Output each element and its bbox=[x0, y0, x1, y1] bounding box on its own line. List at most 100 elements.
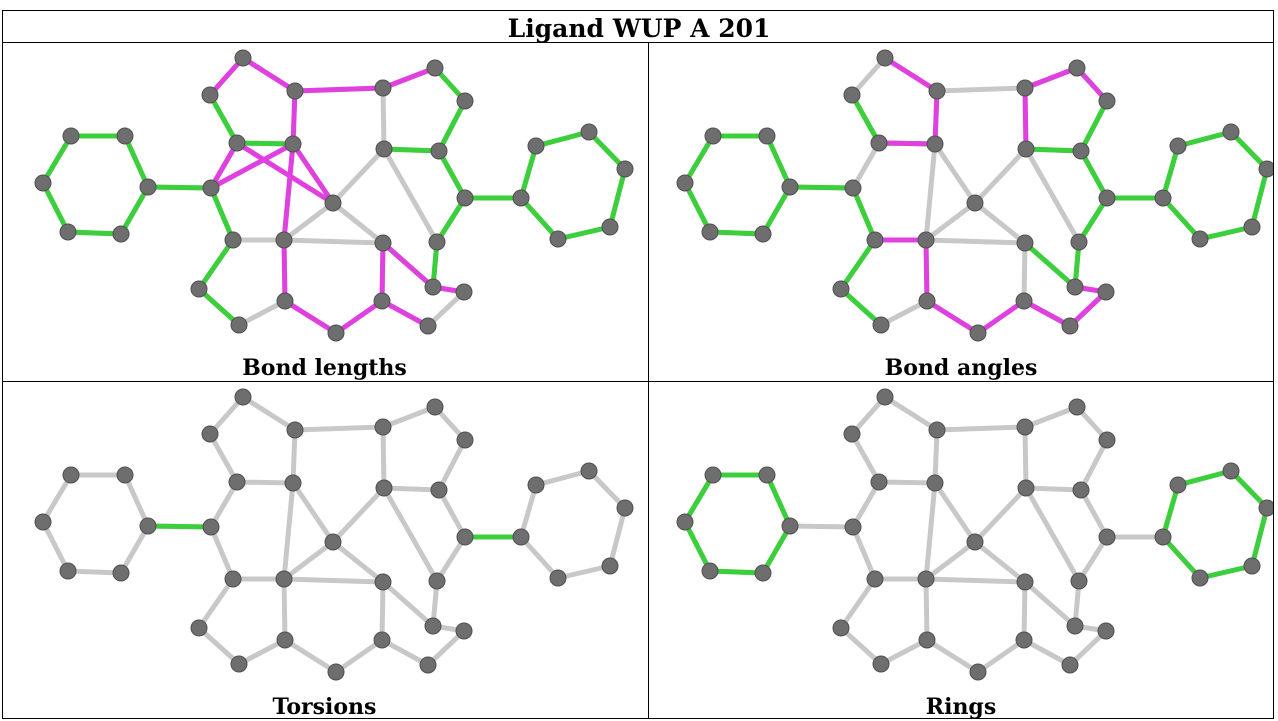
bond-green bbox=[1175, 129, 1234, 149]
atom bbox=[139, 178, 157, 196]
bond bbox=[290, 480, 336, 545]
atom bbox=[286, 82, 304, 100]
atom bbox=[1154, 189, 1172, 207]
bond bbox=[555, 563, 613, 581]
bond bbox=[381, 485, 440, 584]
bond-green bbox=[436, 98, 468, 154]
atom bbox=[676, 174, 694, 192]
bond-green bbox=[707, 229, 766, 237]
bond-green bbox=[760, 184, 793, 237]
bond bbox=[207, 431, 240, 485]
atom bbox=[201, 86, 219, 104]
bond-green bbox=[65, 229, 124, 237]
atom bbox=[286, 421, 304, 439]
bond-green bbox=[682, 133, 716, 186]
bond-green bbox=[1078, 98, 1110, 154]
bond bbox=[381, 146, 440, 245]
bond bbox=[234, 479, 296, 486]
bond-green bbox=[850, 185, 878, 243]
bond-green bbox=[1023, 146, 1084, 154]
bond bbox=[196, 576, 236, 631]
bond bbox=[972, 485, 1029, 545]
atom bbox=[1191, 230, 1209, 248]
atom bbox=[112, 564, 130, 582]
bond bbox=[240, 394, 298, 433]
bond bbox=[196, 625, 242, 667]
bond bbox=[292, 424, 386, 433]
atom bbox=[375, 479, 393, 497]
bond bbox=[65, 568, 124, 576]
atom bbox=[701, 223, 719, 241]
bond-green bbox=[234, 140, 296, 147]
bond bbox=[518, 534, 561, 581]
bond-magenta bbox=[234, 140, 336, 206]
atom bbox=[1016, 573, 1034, 591]
caption-bond-lengths: Bond lengths bbox=[242, 355, 407, 381]
bond-magenta bbox=[240, 55, 298, 94]
atom bbox=[832, 619, 850, 637]
atom bbox=[224, 231, 242, 249]
atom bbox=[59, 562, 77, 580]
atom bbox=[512, 189, 530, 207]
atom bbox=[1015, 631, 1033, 649]
bond bbox=[923, 480, 938, 582]
atom bbox=[1098, 189, 1116, 207]
atom bbox=[872, 316, 890, 334]
bond bbox=[380, 404, 438, 430]
bond-green bbox=[849, 92, 882, 146]
atom bbox=[456, 92, 474, 110]
atom bbox=[419, 317, 437, 335]
panel-bond-angles: Bond angles bbox=[649, 43, 1273, 382]
bond-magenta bbox=[281, 141, 296, 243]
atom bbox=[1017, 479, 1035, 497]
bond-green bbox=[196, 286, 242, 328]
atom bbox=[832, 280, 850, 298]
molecule-bond-lengths bbox=[34, 49, 634, 342]
bond-magenta bbox=[932, 88, 940, 147]
atom bbox=[426, 398, 444, 416]
atom bbox=[1243, 218, 1261, 236]
bond bbox=[533, 468, 592, 488]
bond-green bbox=[1228, 468, 1270, 511]
bond-green bbox=[760, 523, 793, 576]
bond-magenta bbox=[292, 85, 386, 94]
bond bbox=[281, 200, 336, 243]
atom bbox=[1258, 499, 1273, 517]
bond-green bbox=[682, 519, 713, 574]
atom bbox=[1068, 59, 1086, 77]
bond bbox=[333, 637, 385, 675]
bond bbox=[208, 524, 236, 582]
atom bbox=[375, 140, 393, 158]
atom bbox=[527, 476, 545, 494]
atom bbox=[1072, 481, 1090, 499]
bond bbox=[380, 85, 387, 152]
bond bbox=[518, 482, 539, 540]
bond bbox=[876, 479, 938, 486]
atom bbox=[754, 225, 772, 243]
atom bbox=[230, 316, 248, 334]
atom bbox=[754, 564, 772, 582]
atom bbox=[276, 292, 294, 310]
atom bbox=[549, 569, 567, 587]
atom bbox=[701, 562, 719, 580]
atom bbox=[781, 178, 799, 196]
bond-green bbox=[207, 92, 240, 146]
atom bbox=[1222, 462, 1240, 480]
bond bbox=[923, 200, 978, 243]
caption-torsions: Torsions bbox=[272, 694, 377, 720]
bond bbox=[330, 146, 387, 206]
bond bbox=[1023, 485, 1084, 493]
atom bbox=[1016, 418, 1034, 436]
bond-green bbox=[40, 180, 71, 235]
atom bbox=[228, 473, 246, 491]
atom bbox=[1016, 234, 1034, 252]
bond bbox=[122, 472, 151, 529]
bond-green bbox=[1228, 129, 1270, 172]
bond bbox=[436, 437, 468, 493]
bond-green bbox=[518, 195, 561, 242]
atom bbox=[1017, 140, 1035, 158]
bond-green bbox=[787, 184, 856, 191]
bond-green bbox=[838, 286, 884, 328]
bond-green bbox=[607, 166, 628, 230]
atom bbox=[1098, 92, 1116, 110]
